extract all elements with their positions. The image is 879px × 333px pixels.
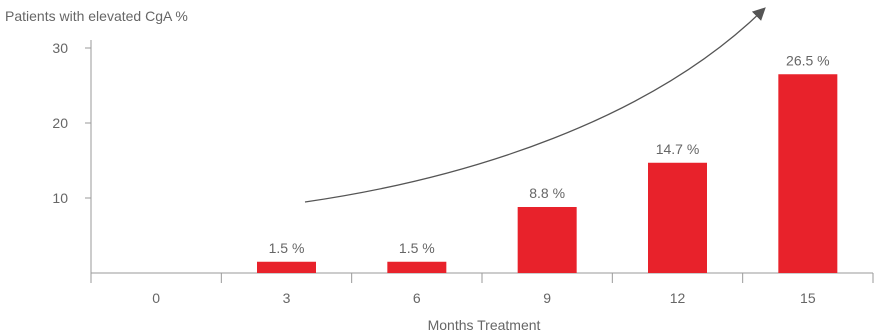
trend-arrow [304,7,766,203]
bar [778,74,838,273]
x-tick-label: 3 [283,290,291,306]
y-tick-label: 20 [52,115,68,131]
y-ticks: 10 20 30 [52,40,91,206]
y-tick-label: 10 [52,190,68,206]
data-label: 8.8 % [529,185,565,201]
data-labels: 1.5 % 1.5 % 8.8 % 14.7 % 26.5 % [269,52,830,256]
x-tick-label: 6 [413,290,421,306]
trend-arrow-line [304,7,766,203]
x-tick-label: 15 [800,290,816,306]
data-label: 1.5 % [269,240,305,256]
x-tick-label: 0 [152,290,160,306]
x-axis-title: Months Treatment [428,317,541,333]
y-axis-title: Patients with elevated CgA % [5,8,188,24]
bar [257,261,316,273]
data-label: 1.5 % [399,240,435,256]
x-ticks: 0 3 6 9 12 15 [90,273,874,306]
bar [648,162,707,273]
x-tick-label: 12 [670,290,686,306]
bar [387,261,447,273]
bars [257,74,838,273]
axes [90,40,873,274]
y-tick-label: 30 [52,40,68,56]
bar [517,207,577,273]
data-label: 26.5 % [786,52,830,68]
data-label: 14.7 % [656,141,700,157]
x-tick-label: 9 [543,290,551,306]
